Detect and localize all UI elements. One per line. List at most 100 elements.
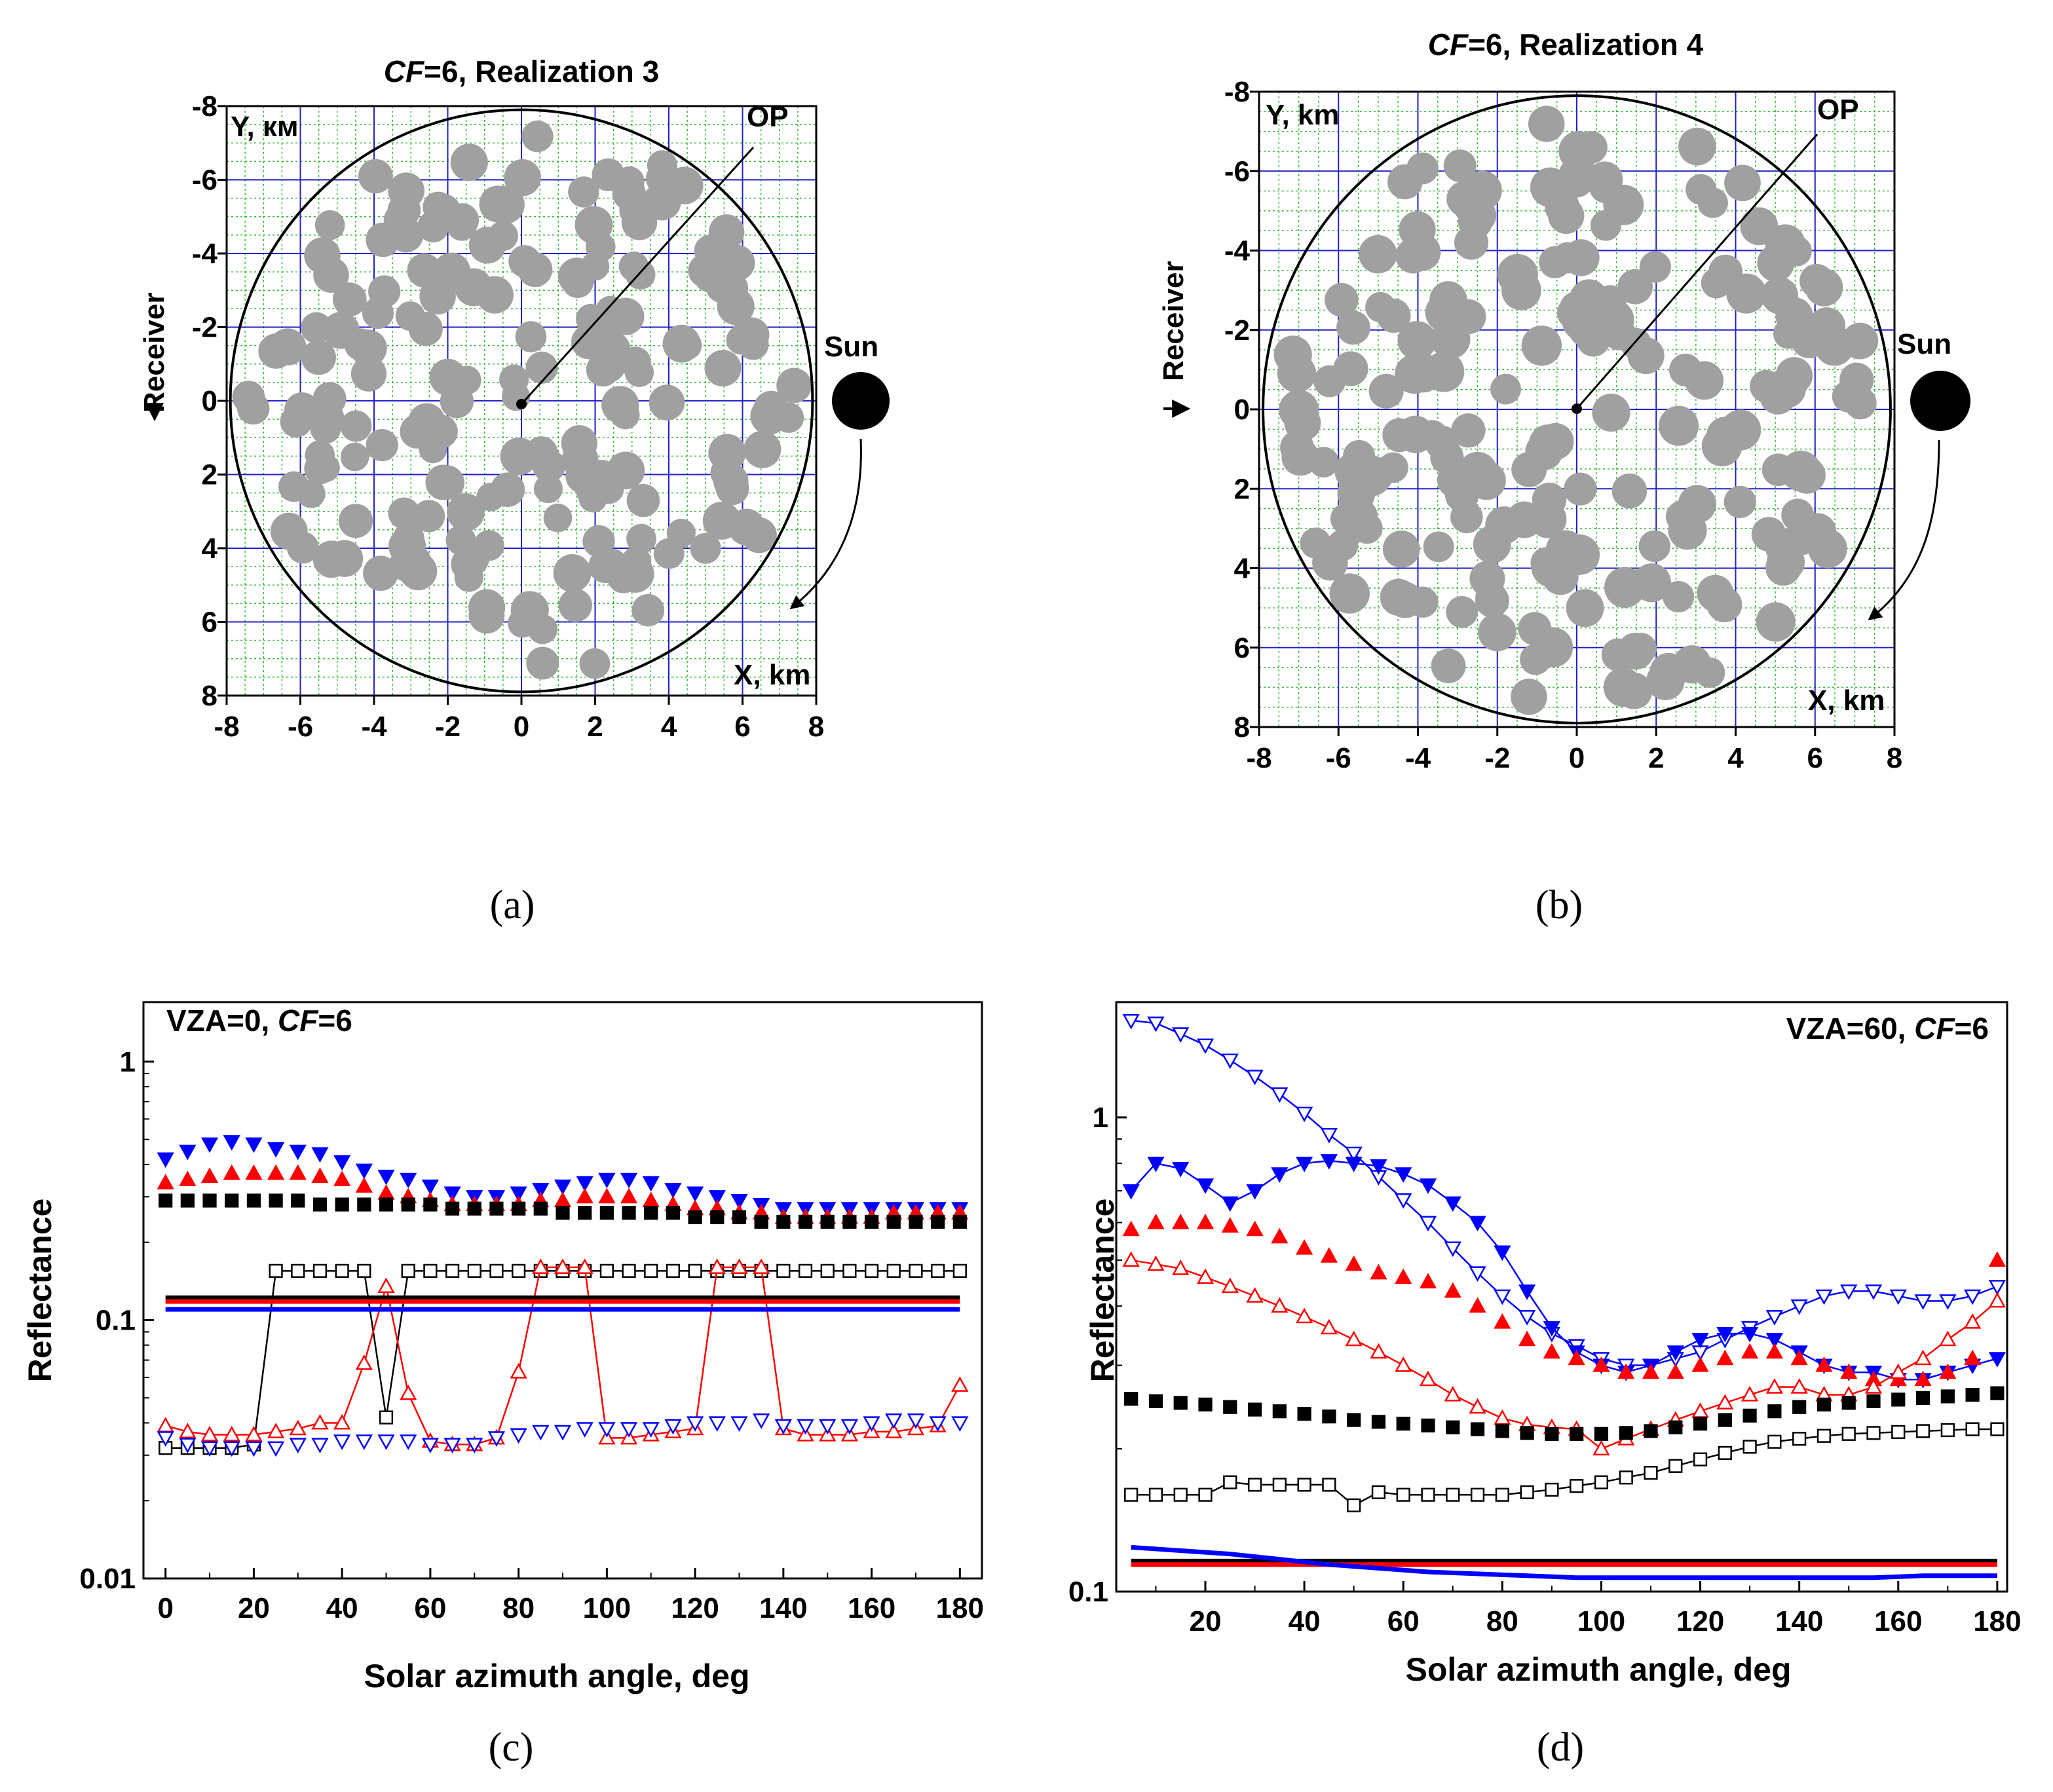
data-point [1395,1167,1412,1183]
series [1131,1544,1997,1580]
y-tick-label: 0 [1234,394,1250,426]
data-point [267,1441,285,1457]
y-tick-label: 2 [1234,473,1250,505]
data-point [1345,1255,1363,1271]
x-tick-label: -8 [1246,742,1271,774]
cloud [773,402,804,433]
data-point [311,1413,329,1430]
data-point [1668,1420,1683,1434]
data-point [1494,1313,1511,1329]
cloud [1594,311,1629,346]
data-point [1889,1363,1907,1379]
data-point [1841,1427,1856,1441]
cloud [1382,530,1420,568]
data-point [267,1142,285,1158]
cloud [363,555,398,591]
data-point [753,1413,770,1429]
data-point [1518,1284,1536,1300]
data-point [620,1187,638,1204]
cloud [1485,506,1523,544]
panel-d-frame [1115,1001,2008,1593]
x-tick-label: 180 [1973,1605,2021,1637]
data-point [708,1190,726,1206]
data-point [1271,1297,1289,1313]
data-point [909,1214,923,1229]
data-point [1693,1452,1708,1466]
cloud [407,403,445,441]
data-point [223,1135,240,1151]
data-point [1297,1478,1311,1492]
cloud [1604,567,1646,608]
cloud [340,410,372,442]
data-point [1965,1387,1980,1402]
data-point [1444,1282,1461,1298]
cloud [314,210,345,240]
panel-b-ylabel: Y, km [1266,99,1340,131]
cloud [338,504,373,538]
x-tick-label: 6 [734,711,750,743]
data-point [225,1193,239,1208]
x-tick-label: 8 [1887,742,1902,774]
cloud [1518,612,1552,646]
panel-a-clouds [232,120,812,680]
cloud [1446,595,1479,628]
data-point [1815,1356,1833,1372]
cloud [1423,531,1454,563]
x-tick-label: 120 [671,1592,719,1624]
x-tick-label: 20 [1190,1605,1222,1637]
data-point [1494,1409,1511,1425]
data-point [554,1258,572,1274]
data-point [598,1172,616,1189]
data-point [819,1419,837,1435]
data-point [357,1263,371,1278]
cloud [1560,164,1594,198]
cloud [1430,440,1464,475]
cloud [452,365,481,395]
panel-b-receiver-label: Receiver [1158,261,1190,381]
cloud [468,589,506,626]
data-point [510,1363,527,1379]
panel-d-ylabel: Reflectance [1084,1199,1121,1383]
data-point [1667,1363,1684,1379]
data-point [1741,1385,1759,1402]
cloud [383,203,417,237]
data-point [357,1197,371,1212]
cloud [1558,131,1599,172]
cloud [1451,299,1486,335]
data-point [487,1431,506,1447]
y-tick-label: 6 [1234,632,1250,664]
data-point [1718,1446,1732,1460]
panel-a-caption: (a) [490,883,535,927]
data-point [1667,1345,1684,1361]
data-point [1914,1349,1932,1366]
data-point [157,1417,174,1432]
data-point [1221,1196,1239,1212]
cloud [468,227,506,264]
data-point [1765,1310,1784,1326]
data-point [1345,1330,1363,1347]
data-point [1939,1363,1957,1379]
cloud [631,593,665,627]
data-point [929,1416,947,1432]
panel-b-origin-dot [1572,403,1582,414]
panel-d: VZA=60, CF=6 20 40 60 80 100 120 140 160 180 0.1 1… [1068,1001,2022,1770]
cloud [574,206,613,244]
cloud [1562,239,1600,276]
y-tick-label: -4 [192,238,218,270]
data-point [1693,1417,1708,1431]
data-point [289,1419,307,1436]
cloud [473,530,504,561]
data-point [1765,1333,1784,1349]
cloud [1706,587,1742,623]
data-point [622,1263,636,1278]
cloud [626,523,656,554]
panel-b-ticks: -8 -8 -6 -6 -4 -4 -2 -2 0 0 2 2 4 4 6 6 8 8 [1224,76,1902,774]
data-point [1122,1184,1140,1200]
x-tick-label: -4 [1405,742,1431,774]
cloud [508,608,537,638]
data-point [1668,1459,1683,1473]
data-point [1543,1321,1561,1337]
cloud [612,176,646,210]
cloud [1638,530,1670,563]
series [157,1413,969,1457]
